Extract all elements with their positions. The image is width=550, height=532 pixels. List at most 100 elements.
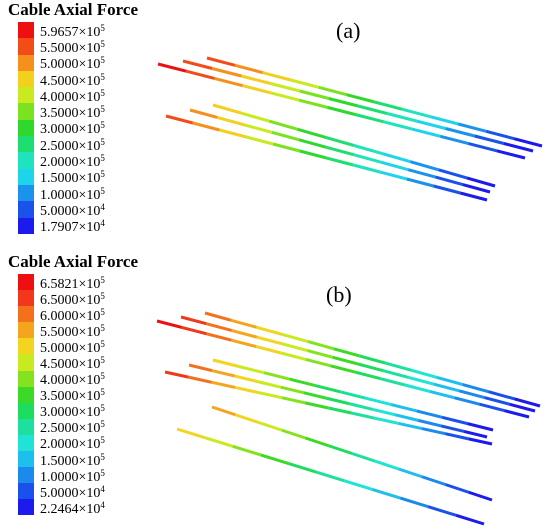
cable-segment (444, 432, 469, 441)
panel-label: (a) (336, 18, 361, 43)
legend-swatch (18, 370, 34, 387)
cable-segment (290, 78, 320, 89)
cable-segment (359, 354, 386, 365)
legend-entry: 5.0000×105 (18, 338, 105, 356)
legend-entry: 3.5000×105 (18, 103, 105, 122)
legend-value: 3.0000×105 (40, 120, 105, 138)
cable-segment (270, 91, 300, 102)
cable-segment (281, 342, 308, 353)
cable-segment (416, 409, 443, 419)
cable-segment (357, 104, 388, 115)
cable-segment (185, 69, 215, 80)
legend-value: 4.5000×105 (40, 355, 105, 373)
cable-segment (485, 129, 515, 141)
cable-segment (344, 479, 373, 491)
cable-segment (441, 415, 468, 426)
cable-segment (468, 142, 498, 153)
legend-entry: 5.0000×104 (18, 201, 105, 219)
cable-segment (307, 340, 335, 351)
legend-value: 5.0000×105 (40, 55, 105, 73)
legend-value: 1.5000×105 (40, 169, 105, 187)
cable-segment (433, 184, 461, 195)
cable-segment (206, 56, 236, 67)
cable-segment (219, 128, 247, 139)
legend-swatch (18, 451, 34, 468)
legend-swatch (18, 483, 34, 500)
legend-value: 6.5000×105 (40, 290, 105, 308)
cable-segment (270, 82, 301, 93)
cable-segment (234, 63, 264, 75)
cable-segment (188, 363, 213, 372)
color-legend: 5.9657×105 5.5000×105 5.0000×105 4.5000×105… (18, 22, 105, 235)
legend-swatch (18, 217, 34, 234)
legend-entry: 1.7907×104 (18, 217, 105, 235)
cable-segment (206, 332, 232, 342)
cable-segment (280, 385, 304, 395)
legend-swatch (18, 290, 34, 307)
legend-value: 1.0000×105 (40, 185, 105, 203)
legend-entry: 1.5000×105 (18, 451, 105, 469)
cable-segment (390, 403, 418, 413)
cable-segment (299, 89, 330, 100)
cable-segment (355, 370, 381, 381)
cable-segment (429, 389, 455, 400)
legend-swatch (18, 306, 34, 323)
legend-entry: 5.0000×105 (18, 54, 105, 73)
legend-swatch (18, 119, 34, 137)
legend-value: 2.5000×105 (40, 136, 105, 154)
cable-segment (439, 134, 469, 145)
legend-entry: 1.0000×105 (18, 467, 105, 485)
cable-segment (438, 168, 468, 180)
cable-segment (165, 114, 194, 125)
cable-segment (463, 430, 488, 439)
cable-segment (444, 483, 470, 494)
cable-segment (351, 452, 376, 463)
legend-value: 2.2464×104 (40, 499, 105, 517)
legend-entry: 4.5000×105 (18, 354, 105, 373)
cable-segment (355, 113, 385, 124)
cable-segment (503, 409, 530, 419)
cable-segment (230, 318, 257, 329)
cable-segment (484, 396, 511, 406)
cable-segment (435, 175, 464, 186)
cable-segment (383, 120, 413, 131)
cable-segment (298, 98, 328, 109)
legend-value: 3.5000×105 (40, 104, 105, 122)
cable-segment (326, 156, 354, 167)
cable-segment (234, 374, 259, 384)
cable-segment (379, 377, 406, 387)
legend-entry: 2.0000×105 (18, 152, 105, 170)
cable-segment (417, 418, 442, 428)
color-legend: 6.5821×105 6.5000×105 6.0000×105 5.5000×105… (18, 274, 105, 517)
cable-segment (466, 176, 496, 188)
legend-entry: 2.5000×105 (18, 136, 105, 154)
cable-segment (314, 383, 341, 394)
legend-swatch (18, 38, 34, 55)
cable-segment (325, 135, 355, 147)
cable-segment (205, 322, 232, 332)
cable-segment (157, 62, 187, 73)
legend-entry: 5.5000×105 (18, 38, 105, 56)
cable-segment (234, 385, 259, 395)
legend-entry: 4.0000×105 (18, 87, 105, 105)
cable-segment (457, 122, 487, 133)
legend-swatch (18, 434, 34, 452)
cable-segment (436, 375, 464, 386)
legend-swatch (18, 201, 34, 218)
cable-segment (304, 401, 329, 410)
legend-value: 3.0000×105 (40, 403, 105, 421)
cable-segment (365, 396, 392, 407)
legend-title: Cable Axial Force (8, 252, 138, 271)
cable-segment (316, 470, 345, 483)
cable-segment (398, 467, 423, 479)
legend-value: 5.0000×104 (40, 201, 105, 219)
cable-segment (445, 127, 476, 138)
cable-segment (351, 411, 376, 420)
cable-segment (408, 375, 435, 386)
cable-segment (212, 358, 239, 368)
cable-segment (303, 391, 327, 400)
cable-segment (164, 370, 189, 379)
cable-segment (374, 459, 400, 471)
cable-segment (304, 436, 330, 448)
cable-segment (410, 368, 438, 379)
